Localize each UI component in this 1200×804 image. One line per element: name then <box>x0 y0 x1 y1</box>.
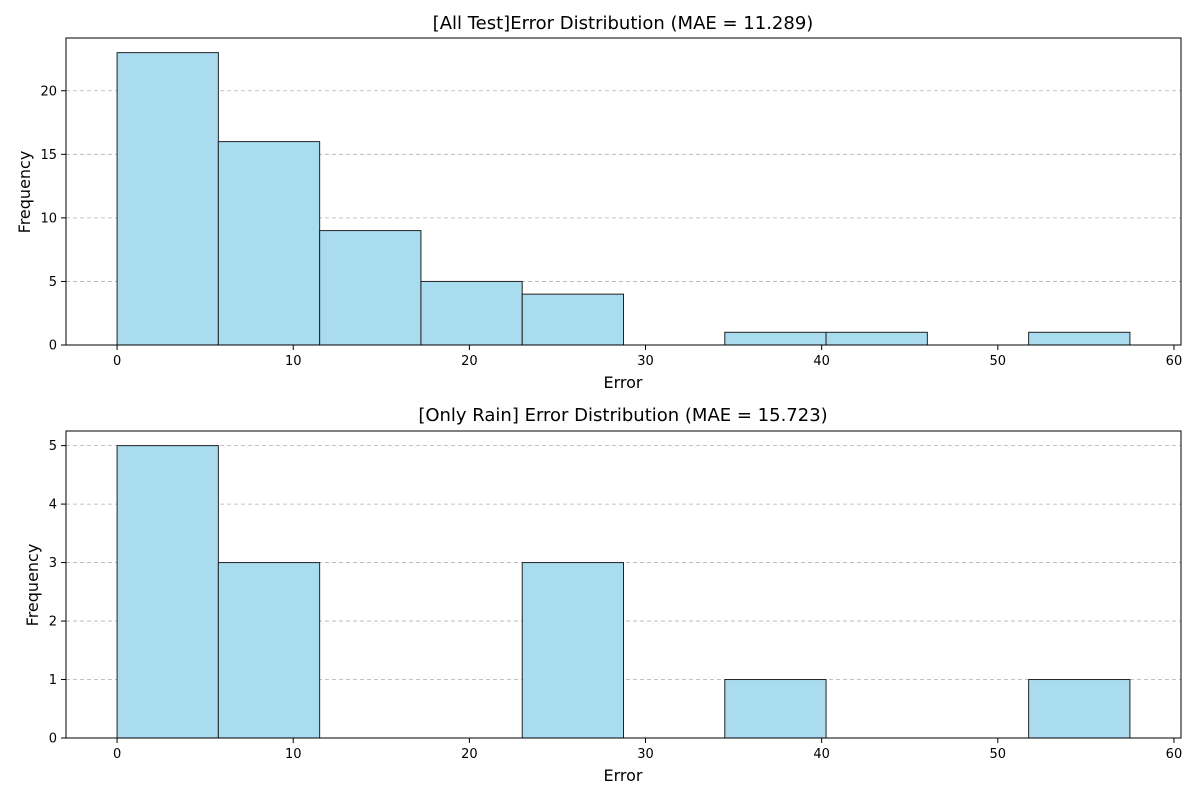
histogram-bar <box>1028 331 1131 346</box>
histogram-bar <box>1028 679 1131 739</box>
x-tick-label: 30 <box>637 747 654 762</box>
y-tick-label: 5 <box>49 275 57 290</box>
y-tick-label: 5 <box>49 439 57 454</box>
histogram-bars <box>116 52 1131 346</box>
x-tick-label: 50 <box>990 747 1007 762</box>
x-tick-label: 50 <box>990 354 1007 369</box>
y-tick-label: 20 <box>40 84 57 99</box>
x-tick-label: 10 <box>285 354 302 369</box>
x-tick-label: 40 <box>813 747 830 762</box>
histogram-bar <box>420 280 523 346</box>
y-tick-label: 2 <box>49 615 57 630</box>
histogram-bar <box>724 331 827 346</box>
x-tick-label: 10 <box>285 747 302 762</box>
y-tick-label: 0 <box>49 732 57 747</box>
y-tick-label: 1 <box>49 673 57 688</box>
histogram-bar <box>217 562 321 739</box>
histogram-bar <box>116 52 219 346</box>
plot-frame <box>65 37 1182 346</box>
histogram-bar <box>319 230 422 346</box>
histogram-bar <box>116 445 219 739</box>
y-axis-label: Frequency <box>15 151 34 234</box>
panel-only-rain: [Only Rain] Error Distribution (MAE = 15… <box>23 405 1182 785</box>
y-tick-label: 3 <box>49 556 57 571</box>
x-axis-label: Error <box>604 373 643 392</box>
chart-title: [All Test]Error Distribution (MAE = 11.2… <box>433 13 814 34</box>
chart-title: [Only Rain] Error Distribution (MAE = 15… <box>418 405 827 426</box>
plot-frame <box>65 430 1182 739</box>
x-tick-label: 0 <box>113 747 121 762</box>
histogram-bars <box>116 445 1131 739</box>
axis-ticks: 0 10 20 30 40 50 60 0 1 2 3 4 5 <box>49 439 1183 762</box>
x-tick-label: 20 <box>461 747 478 762</box>
x-tick-label: 20 <box>461 354 478 369</box>
x-tick-label: 30 <box>637 354 654 369</box>
y-tick-label: 10 <box>40 211 57 226</box>
x-tick-label: 60 <box>1166 354 1183 369</box>
x-tick-label: 60 <box>1166 747 1183 762</box>
panel-all-test: [All Test]Error Distribution (MAE = 11.2… <box>15 13 1182 392</box>
y-tick-label: 0 <box>49 339 57 354</box>
histogram-bar <box>521 293 624 346</box>
x-tick-label: 0 <box>113 354 121 369</box>
histogram-bar <box>724 679 827 739</box>
x-tick-label: 40 <box>813 354 830 369</box>
y-tick-label: 15 <box>40 148 57 163</box>
x-axis-label: Error <box>604 766 643 785</box>
histogram-bar <box>521 562 624 739</box>
axis-ticks: 0 10 20 30 40 50 60 0 5 10 15 20 <box>40 84 1182 369</box>
histogram-bar <box>217 141 321 346</box>
y-axis-label: Frequency <box>23 544 42 627</box>
histogram-bar <box>825 331 928 346</box>
y-tick-label: 4 <box>49 498 57 513</box>
